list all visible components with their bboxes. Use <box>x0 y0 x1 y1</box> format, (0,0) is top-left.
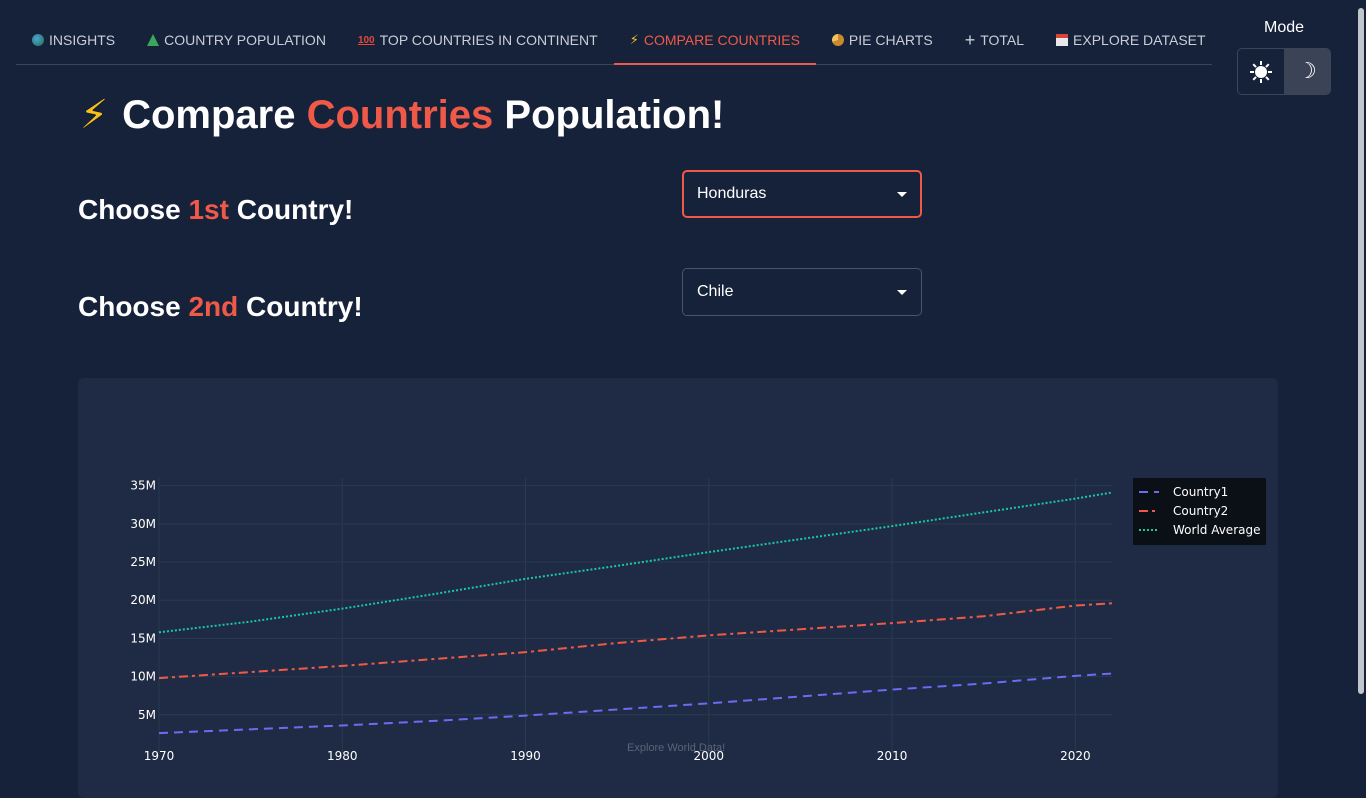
tab-top-countries-in-continent[interactable]: 100 TOP COUNTRIES IN CONTINENT <box>342 16 614 64</box>
legend-label: Country1 <box>1173 485 1228 499</box>
series-line-world-average <box>158 491 1113 634</box>
tab-label: TOTAL <box>980 32 1025 48</box>
choose-first-accent: 1st <box>188 194 229 225</box>
bolt-icon: ⚡ <box>629 32 639 47</box>
country1-value: Honduras <box>697 185 767 202</box>
y-tick-label: 20M <box>130 593 156 607</box>
population-line-chart: 1970 1980 1990 2000 2010 2020 5M 10M 15M 20M 25M 30… <box>130 478 1266 763</box>
x-tick-label: 2020 <box>1060 749 1091 763</box>
tab-compare-countries[interactable]: ⚡ COMPARE COUNTRIES <box>613 16 817 65</box>
country1-dropdown[interactable]: Honduras <box>682 170 922 218</box>
title-text-pre: Compare <box>122 92 307 137</box>
main-nav: INSIGHTS COUNTRY POPULATION 100 TOP COUNTRI… <box>16 16 1212 65</box>
chevron-down-icon <box>897 289 907 295</box>
choose-second-post: Country! <box>238 291 363 322</box>
lightning-icon: ⚡ <box>80 93 109 137</box>
tab-label: EXPLORE DATASET <box>1073 32 1206 48</box>
mode-label: Mode <box>1264 19 1305 36</box>
y-tick-label: 10M <box>130 670 156 684</box>
scrollbar-thumb[interactable] <box>1358 8 1364 694</box>
x-tick-label: 1990 <box>510 749 541 763</box>
calendar-icon <box>1056 34 1069 46</box>
title-text-accent: Countries <box>306 92 494 137</box>
choose-first-pre: Choose <box>78 194 189 225</box>
country2-value: Chile <box>697 283 734 300</box>
plus-icon: + <box>964 30 976 50</box>
chevron-down-icon <box>897 191 907 197</box>
country2-dropdown[interactable]: Chile <box>682 268 922 316</box>
y-tick-label: 35M <box>130 479 156 493</box>
x-tick-label: 1970 <box>144 749 175 763</box>
choose-second-heading: Choose 2nd Country! <box>78 291 363 323</box>
moon-icon: ☽ <box>1297 59 1317 84</box>
tab-pie-charts[interactable]: PIE CHARTS <box>816 16 949 64</box>
tab-insights[interactable]: INSIGHTS <box>16 16 131 64</box>
legend-box <box>1133 478 1266 545</box>
sun-icon <box>1250 60 1272 83</box>
tab-label: COUNTRY POPULATION <box>164 32 326 48</box>
light-mode-button[interactable] <box>1238 49 1284 94</box>
y-tick-label: 25M <box>130 555 156 569</box>
tab-country-population[interactable]: COUNTRY POPULATION <box>131 16 342 64</box>
dark-mode-button[interactable]: ☽ <box>1284 49 1330 94</box>
series-line-country2 <box>158 602 1113 680</box>
chart-card: 1970 1980 1990 2000 2010 2020 5M 10M 15M 20M 25M 30… <box>78 378 1278 798</box>
choose-second-accent: 2nd <box>188 291 239 322</box>
footer-text: Explore World Data! <box>627 742 726 754</box>
series-line-country1 <box>158 672 1113 735</box>
hundred-icon: 100 <box>357 34 375 46</box>
choose-first-post: Country! <box>228 194 354 225</box>
y-tick-label: 15M <box>130 631 156 645</box>
tab-label: INSIGHTS <box>49 32 116 48</box>
page-title: ⚡ Compare Countries Population! <box>80 92 724 138</box>
title-text-post: Population! <box>493 92 725 137</box>
x-tick-label: 2000 <box>694 749 725 763</box>
legend-label: World Average <box>1173 523 1260 537</box>
choose-second-pre: Choose <box>78 291 189 322</box>
tab-label: COMPARE COUNTRIES <box>643 32 800 48</box>
mode-toggle: ☽ <box>1237 48 1331 95</box>
tab-label: TOP COUNTRIES IN CONTINENT <box>379 32 598 48</box>
globe-icon <box>32 34 44 46</box>
x-tick-label: 1980 <box>327 749 358 763</box>
x-tick-label: 2010 <box>877 749 908 763</box>
tree-icon <box>147 34 160 46</box>
tab-explore-dataset[interactable]: EXPLORE DATASET <box>1040 16 1222 64</box>
legend-label: Country2 <box>1173 504 1228 518</box>
y-tick-label: 5M <box>138 708 156 722</box>
tab-label: PIE CHARTS <box>848 32 933 48</box>
tab-total[interactable]: + TOTAL <box>949 16 1040 64</box>
y-tick-label: 30M <box>130 517 156 531</box>
choose-first-heading: Choose 1st Country! <box>78 194 353 226</box>
pie-icon <box>831 34 844 46</box>
